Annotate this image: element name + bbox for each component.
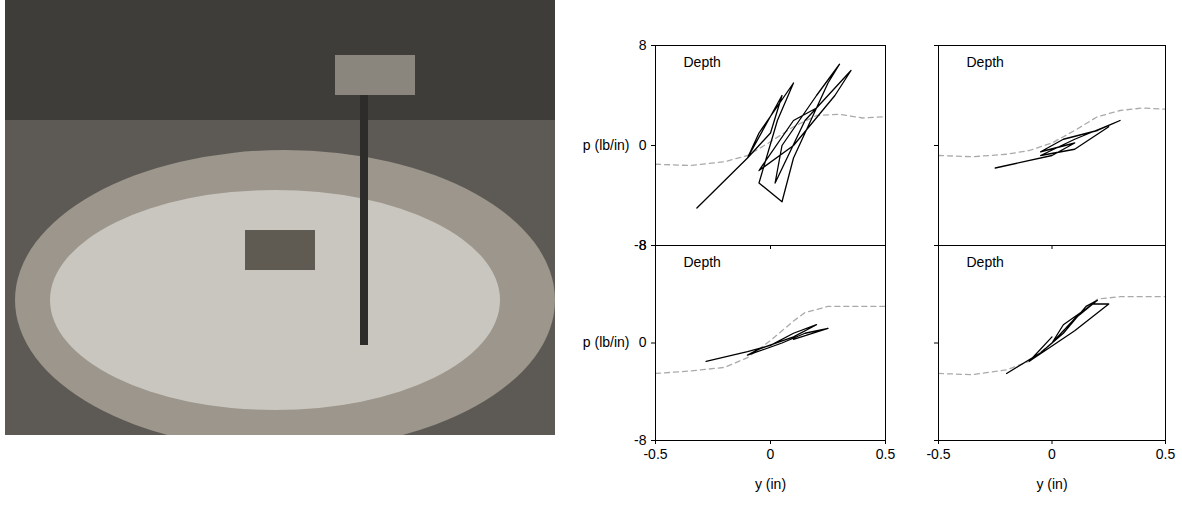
svg-text:y (in): y (in) — [1036, 476, 1067, 492]
svg-text:p (lb/in): p (lb/in) — [583, 334, 630, 350]
svg-text:-8: -8 — [634, 432, 647, 448]
svg-text:0: 0 — [639, 137, 647, 153]
svg-text:8: 8 — [639, 237, 647, 253]
svg-text:Depth: Depth — [684, 254, 721, 270]
svg-text:8: 8 — [639, 37, 647, 53]
svg-text:-8: -8 — [634, 237, 647, 253]
svg-text:0.5: 0.5 — [876, 446, 896, 462]
svg-text:0: 0 — [639, 334, 647, 350]
svg-text:Depth: Depth — [967, 54, 1004, 70]
svg-text:0: 0 — [1048, 446, 1056, 462]
svg-text:-0.5: -0.5 — [643, 446, 667, 462]
svg-text:0: 0 — [767, 446, 775, 462]
svg-text:Depth: Depth — [967, 254, 1004, 270]
svg-text:y (in): y (in) — [755, 476, 786, 492]
svg-text:p (lb/in): p (lb/in) — [583, 137, 630, 153]
svg-text:Depth: Depth — [684, 54, 721, 70]
svg-text:-0.5: -0.5 — [926, 446, 950, 462]
svg-text:0.5: 0.5 — [1156, 446, 1176, 462]
